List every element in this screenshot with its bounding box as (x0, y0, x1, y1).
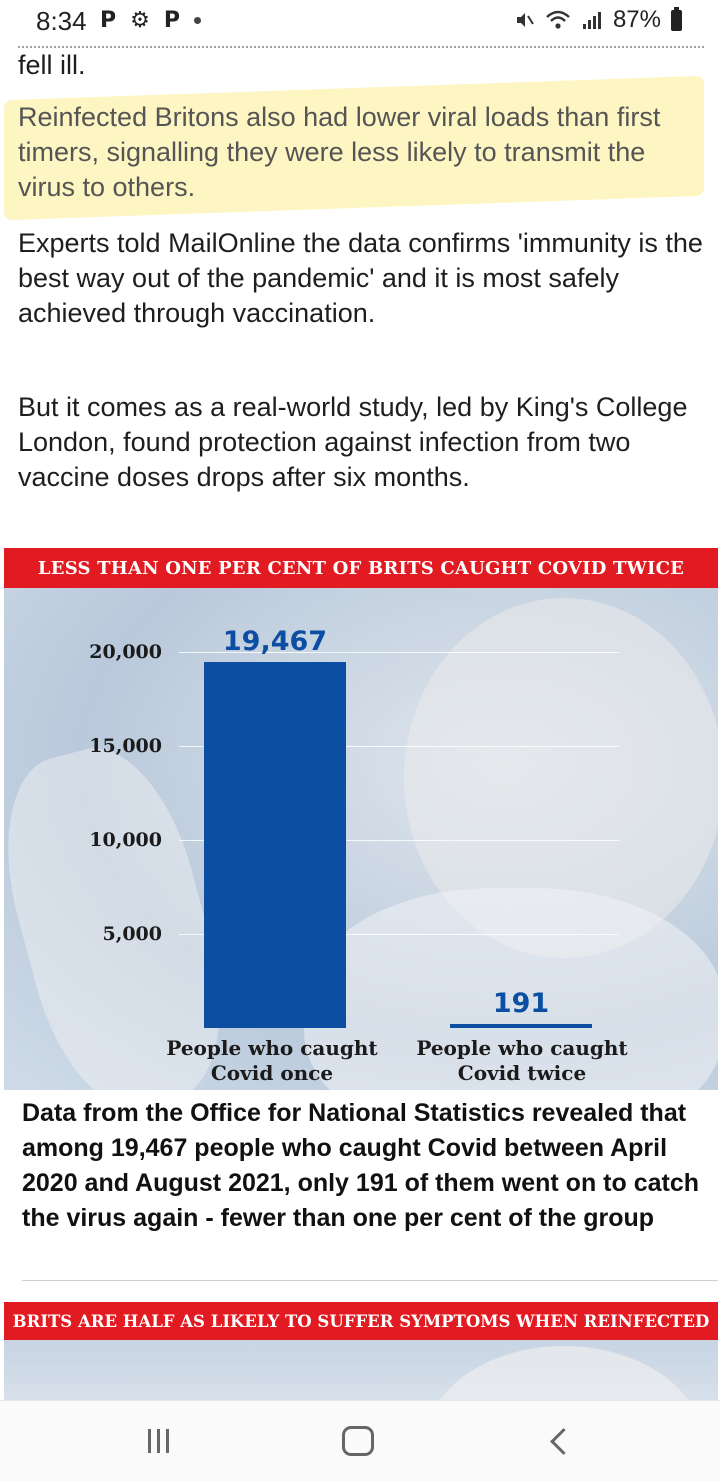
next-graphic-photo[interactable] (4, 1340, 718, 1400)
home-icon (342, 1426, 374, 1456)
signal-icon (582, 12, 601, 29)
wifi-icon (546, 10, 570, 29)
pinterest-icon: P (163, 8, 180, 33)
y-tick-label: 20,000 (89, 641, 162, 663)
next-graphic-title-banner: BRITS ARE HALF AS LIKELY TO SUFFER SYMPT… (4, 1302, 718, 1340)
image-caption: Data from the Office for National Statis… (22, 1099, 700, 1232)
bar-value-label: 19,467 (222, 626, 328, 658)
back-icon (549, 1427, 577, 1455)
settings-notification-icon: ⚙ (130, 8, 150, 33)
y-tick-label: 10,000 (89, 829, 162, 851)
article-paragraph-highlighted: Reinfected Britons also had lower viral … (18, 102, 661, 202)
navigation-bar (0, 1400, 720, 1481)
gridline (179, 652, 619, 653)
status-bar: 8:34 P ⚙ P 87% (0, 0, 720, 44)
article-paragraph: Experts told MailOnline the data confirm… (18, 228, 703, 328)
bar-value-label: 191 (492, 988, 550, 1020)
pinterest-icon: P (100, 8, 117, 33)
status-time: 8:34 (36, 6, 87, 36)
recents-button[interactable] (128, 1419, 188, 1463)
covid-chart-graphic[interactable]: LESS THAN ONE PER CENT OF BRITS CAUGHT C… (4, 548, 718, 1090)
x-category-label: People who caught Covid once (166, 1036, 378, 1085)
battery-icon (671, 6, 682, 31)
gridline (179, 746, 619, 747)
divider (22, 1280, 718, 1281)
back-button[interactable] (530, 1419, 590, 1463)
chart-background-photo: 20,000 15,000 10,000 5,000 19,467 People who … (4, 588, 718, 1090)
notification-icons: P ⚙ P (100, 8, 201, 33)
bar (450, 1024, 592, 1028)
y-tick-label: 15,000 (89, 735, 162, 757)
y-tick-label: 5,000 (102, 923, 163, 945)
battery-percentage: 87% (612, 6, 661, 33)
photo-shape (304, 888, 718, 1090)
mute-icon (516, 13, 534, 27)
gridline (179, 934, 619, 935)
recents-icon (147, 1429, 169, 1453)
article-paragraph: But it comes as a real-world study, led … (18, 392, 688, 492)
system-icons: 87% (513, 6, 682, 34)
x-category-label: People who caught Covid twice (416, 1036, 628, 1085)
gridline (179, 840, 619, 841)
article-paragraph: fell ill. (18, 50, 86, 80)
cut-off-line (18, 42, 704, 48)
chart-title-banner: LESS THAN ONE PER CENT OF BRITS CAUGHT C… (4, 548, 718, 588)
more-notifications-dot (193, 17, 201, 24)
bar (204, 662, 346, 1028)
photo-shape (424, 1346, 704, 1400)
home-button[interactable] (328, 1419, 388, 1463)
